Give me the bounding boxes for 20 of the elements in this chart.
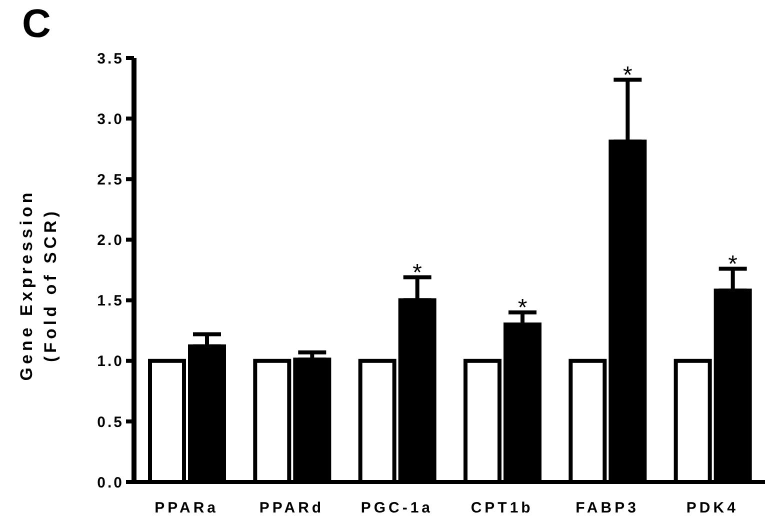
y-tick-label: 1.0 — [97, 353, 124, 370]
y-tick-label: 3.5 — [97, 50, 124, 68]
data-label: * — [412, 259, 422, 286]
x-tick-label: CPT1b — [470, 500, 534, 517]
y-tick-label: 2.0 — [97, 232, 124, 250]
data-label: * — [622, 62, 632, 89]
x-tick-label: PDK4 — [686, 500, 738, 517]
data-label: * — [728, 250, 738, 278]
x-tick-label: PGC-1a — [360, 500, 434, 517]
data-label: * — [518, 294, 528, 322]
chart-title: C — [22, 2, 51, 47]
y-axis-title: Gene Expression (Fold of SCR) — [17, 189, 60, 381]
x-tick-label: PPARd — [259, 500, 324, 517]
y-tick-label: 2.5 — [97, 171, 124, 188]
y-tick-label: 0.0 — [97, 474, 124, 492]
y-tick-label: 0.5 — [97, 414, 124, 431]
y-tick-label: 1.5 — [97, 292, 124, 310]
x-tick-label: FABP3 — [576, 500, 639, 517]
y-tick-label: 3.0 — [97, 110, 124, 128]
x-tick-label: PPARa — [154, 500, 219, 517]
